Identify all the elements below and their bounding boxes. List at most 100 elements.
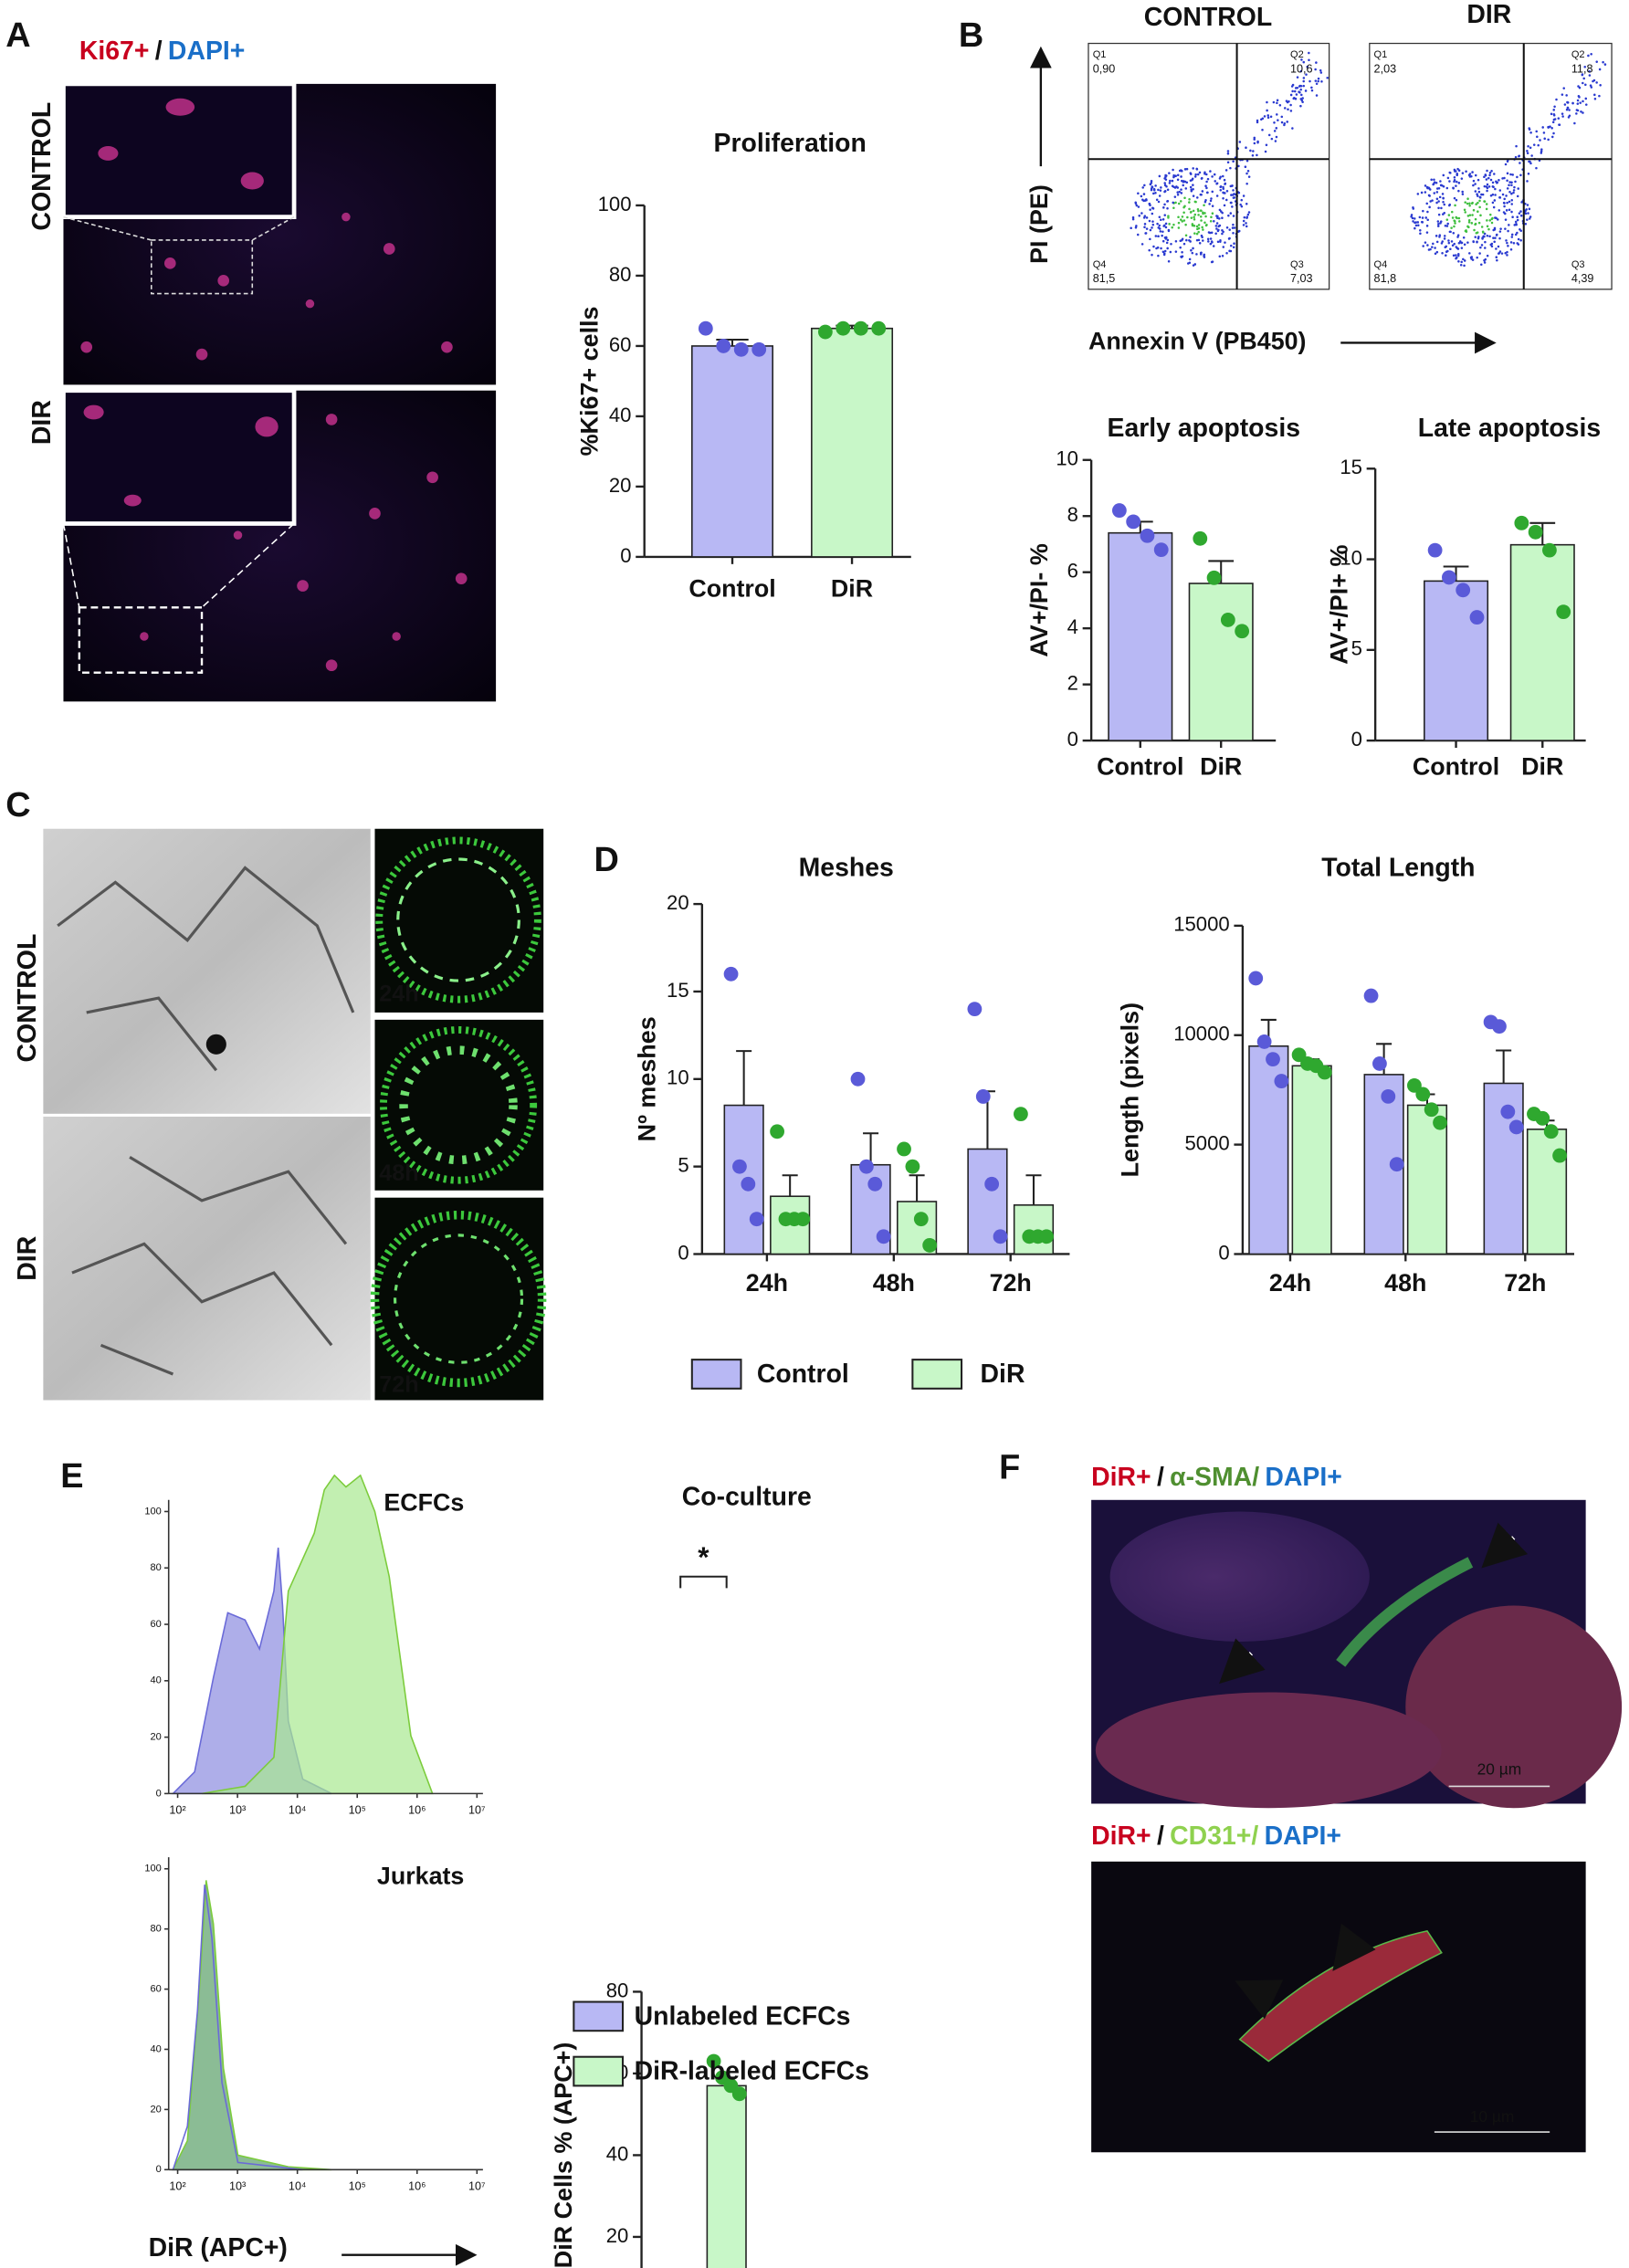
data-point <box>993 1229 1008 1244</box>
flow-dot <box>1454 222 1456 225</box>
flow-dot <box>1181 251 1183 254</box>
flow-dot <box>1204 184 1207 187</box>
flow-dot <box>1245 146 1247 149</box>
flow-dot <box>1490 221 1494 225</box>
y-tick-label: 4 <box>1067 615 1078 638</box>
flow-dot <box>1519 162 1521 164</box>
flow-dot <box>1460 241 1464 245</box>
flow-dot <box>1568 109 1571 111</box>
flow-dot <box>1283 121 1287 125</box>
flow-dot <box>1494 236 1497 239</box>
flow-dot <box>1526 150 1529 152</box>
flow-dot <box>1166 206 1169 210</box>
flow-dot <box>1510 198 1514 202</box>
flow-dot <box>1206 237 1210 241</box>
flow-dot <box>1232 160 1235 163</box>
flow-dot <box>1434 252 1437 256</box>
data-point <box>1266 1052 1280 1067</box>
flow-dot <box>1157 226 1160 229</box>
flow-dot <box>1207 240 1210 243</box>
data-point <box>1206 570 1222 585</box>
flow-dot <box>1197 230 1200 234</box>
flow-dot <box>1498 230 1502 233</box>
flow-dot <box>1215 215 1218 217</box>
flow-dot <box>1420 191 1424 194</box>
flow-dot <box>1157 200 1161 204</box>
x-tick-label: 10² <box>169 2180 185 2193</box>
flow-dot <box>1588 70 1591 73</box>
panel-letter: F <box>999 1449 1020 1487</box>
flow-dot <box>1500 252 1504 255</box>
flow-dot <box>1232 246 1235 249</box>
y-tick-label: 80 <box>151 1562 162 1573</box>
flow-dot <box>1266 100 1268 104</box>
flow-dot <box>1516 215 1519 218</box>
flow-dot <box>1425 202 1429 205</box>
y-tick-label: 100 <box>598 193 632 215</box>
flow-dot <box>1508 224 1510 226</box>
legend-swatch <box>573 2000 625 2032</box>
flow-dot <box>1592 79 1596 82</box>
flow-dot <box>1245 216 1248 219</box>
flow-dot <box>1238 141 1242 143</box>
y-axis-label: AV+/PI+ % <box>1325 544 1352 664</box>
flow-dot <box>1499 227 1502 230</box>
flow-dot <box>1504 252 1507 255</box>
flow-dot <box>1284 107 1287 110</box>
data-point <box>1126 514 1141 530</box>
flow-dot <box>1561 93 1564 96</box>
flow-dot <box>1219 188 1223 192</box>
flow-dot <box>1479 246 1482 249</box>
flow-dot <box>1179 239 1182 243</box>
flow-dot <box>1319 68 1322 72</box>
flow-dot <box>1210 215 1213 219</box>
flow-dot <box>1173 195 1177 198</box>
flow-dot <box>1155 247 1158 250</box>
flow-dot <box>1491 185 1495 188</box>
tissue-images <box>1091 1499 1623 2153</box>
flow-dot <box>1168 223 1171 226</box>
data-point <box>1140 528 1155 543</box>
flow-dot <box>1180 175 1182 178</box>
flow-dot <box>1299 88 1302 91</box>
flow-dot <box>1446 176 1450 180</box>
flow-dot <box>1154 184 1157 187</box>
chart-title: Co-culture <box>682 1483 812 1512</box>
flow-dot <box>1199 215 1203 218</box>
flow-dot <box>1506 250 1508 254</box>
flow-dot <box>1484 173 1487 177</box>
flow-dot <box>1471 258 1475 261</box>
flow-dot <box>1528 207 1531 211</box>
y-axis-label: Nº meshes <box>634 1016 661 1141</box>
data-point <box>1389 1157 1404 1172</box>
x-tick-label: 10⁵ <box>349 2180 366 2193</box>
flow-dot <box>1174 174 1177 177</box>
flow-dot <box>1204 224 1208 227</box>
flow-dot <box>1512 191 1515 194</box>
flow-dot <box>1445 218 1449 221</box>
flow-dot <box>1224 241 1226 244</box>
flow-dot <box>1192 264 1195 267</box>
flow-dot <box>1291 89 1294 93</box>
flow-dot <box>1191 224 1194 227</box>
y-tick-label: 100 <box>144 1506 161 1517</box>
flow-dot <box>1526 180 1529 183</box>
data-point <box>1552 1148 1567 1163</box>
flow-dot <box>1450 210 1454 214</box>
x-tick-label: 10² <box>169 1804 185 1817</box>
flow-dot <box>1180 169 1182 172</box>
flow-dot <box>1449 247 1452 250</box>
flow-dot <box>1192 184 1194 186</box>
flow-dot <box>1229 244 1233 247</box>
flow-dot <box>1566 106 1570 110</box>
flow-dot <box>1209 237 1213 240</box>
flow-dot <box>1442 173 1445 177</box>
flow-dot <box>1515 223 1518 226</box>
flow-dot <box>1478 205 1481 209</box>
flow-dot <box>1191 251 1194 255</box>
flow-dot <box>1584 97 1588 100</box>
flow-dot <box>1315 82 1319 86</box>
flow-dot <box>1160 247 1162 250</box>
flow-dot <box>1317 79 1319 83</box>
